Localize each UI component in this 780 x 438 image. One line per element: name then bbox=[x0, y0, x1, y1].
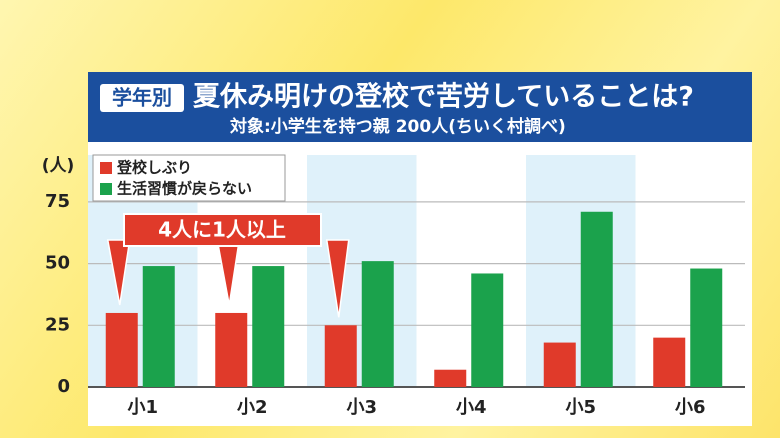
bar bbox=[653, 337, 686, 387]
bar bbox=[215, 312, 248, 387]
y-tick-label: 75 bbox=[45, 191, 70, 212]
annotation: 4人に1人以上 bbox=[158, 218, 286, 242]
callout-pointer bbox=[106, 239, 131, 306]
bar bbox=[105, 312, 138, 387]
bar bbox=[471, 273, 504, 387]
legend-label: 生活習慣が戻らない bbox=[117, 180, 252, 198]
x-tick-label: 小5 bbox=[565, 397, 596, 418]
bar bbox=[252, 266, 285, 387]
bar bbox=[690, 268, 723, 387]
legend-box bbox=[92, 154, 286, 202]
y-tick-label: 0 bbox=[57, 376, 70, 397]
y-tick-label: 50 bbox=[45, 253, 70, 274]
bar bbox=[142, 266, 175, 387]
header-bar bbox=[88, 72, 752, 142]
bar bbox=[543, 342, 576, 387]
y-tick-label: 25 bbox=[45, 314, 70, 335]
x-tick-label: 小1 bbox=[127, 397, 158, 418]
bar bbox=[580, 211, 613, 387]
x-tick-label: 小6 bbox=[675, 397, 706, 418]
bar bbox=[361, 261, 394, 387]
bar bbox=[434, 369, 467, 387]
callout-pointer bbox=[325, 239, 350, 318]
callout-box bbox=[123, 213, 322, 247]
x-tick-label: 小3 bbox=[346, 397, 377, 418]
chart-subtitle: 対象:小学生を持つ親 200人(ちいく村調べ) bbox=[229, 116, 566, 137]
x-tick-label: 小2 bbox=[237, 397, 268, 418]
legend-label: 登校しぶり bbox=[116, 159, 192, 177]
chart-title: 夏休み明けの登校で苦労していることは? bbox=[193, 81, 694, 113]
y-axis-label: (人) bbox=[42, 156, 75, 176]
bar bbox=[324, 325, 357, 387]
badge: 学年別 bbox=[112, 86, 172, 110]
x-tick-label: 小4 bbox=[456, 397, 487, 418]
legend-swatch bbox=[100, 183, 112, 195]
legend-swatch bbox=[100, 162, 112, 174]
badge-box bbox=[100, 84, 184, 112]
